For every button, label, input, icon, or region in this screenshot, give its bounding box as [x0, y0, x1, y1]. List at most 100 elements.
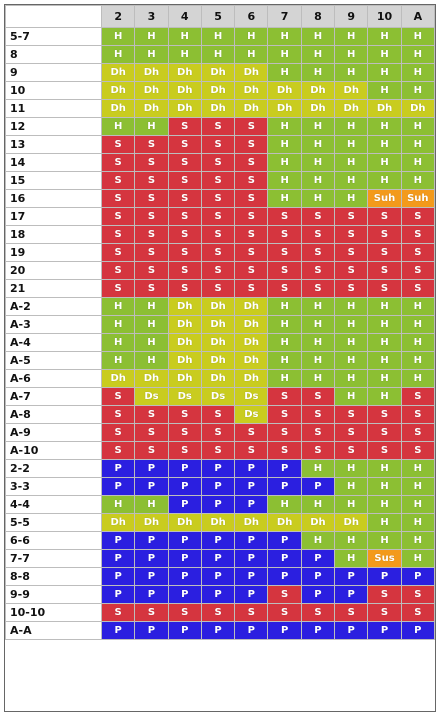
- action-cell: S: [300, 405, 336, 424]
- action-cell: S: [100, 261, 136, 280]
- hand-row: 20 S S S S S S S S S S: [5, 261, 435, 280]
- action-cell: H: [300, 531, 336, 550]
- action-cell: S: [200, 243, 236, 262]
- action-cell: H: [367, 297, 402, 316]
- hand-row: 9-9 P P P P P S P P S S: [5, 585, 435, 604]
- action-cell: S: [367, 261, 402, 280]
- action-cell: S: [134, 171, 169, 190]
- action-cell: H: [300, 189, 336, 208]
- action-cell: H: [267, 171, 302, 190]
- action-cell: Dh: [200, 297, 236, 316]
- player-hand-label: 19: [5, 243, 102, 262]
- player-hand-label: 15: [5, 171, 102, 190]
- action-cell: S: [267, 585, 302, 604]
- action-cell: H: [400, 495, 435, 514]
- action-cell: Dh: [367, 99, 402, 118]
- action-cell: P: [134, 477, 169, 496]
- action-cell: P: [167, 459, 202, 478]
- dealer-header-row: 2 3 4 5 6 7 8 9 10 A: [5, 5, 435, 28]
- action-cell: H: [100, 27, 136, 46]
- action-cell: S: [100, 153, 136, 172]
- action-cell: S: [400, 225, 435, 244]
- hand-row: 8-8 P P P P P P P P P P: [5, 567, 435, 586]
- action-cell: H: [300, 45, 336, 64]
- action-cell: S: [300, 387, 336, 406]
- action-cell: Dh: [200, 81, 236, 100]
- hand-row: A-9 S S S S S S S S S S: [5, 423, 435, 442]
- action-cell: Dh: [200, 63, 236, 82]
- hand-row: 3-3 P P P P P P P H H H: [5, 477, 435, 496]
- action-cell: S: [167, 225, 202, 244]
- action-cell: H: [334, 189, 369, 208]
- action-cell: S: [367, 441, 402, 460]
- action-cell: P: [200, 495, 236, 514]
- action-cell: Dh: [234, 351, 269, 370]
- action-cell: P: [234, 495, 269, 514]
- action-cell: Dh: [167, 81, 202, 100]
- strategy-chart: 2 3 4 5 6 7 8 9 10 A 5-7 H H H H H H H H H H 8 H H H H H…: [4, 4, 436, 712]
- action-cell: P: [234, 567, 269, 586]
- player-hand-label: A-7: [5, 387, 102, 406]
- action-cell: Dh: [134, 369, 169, 388]
- action-cell: S: [167, 171, 202, 190]
- action-cell: P: [167, 531, 202, 550]
- action-cell: Dh: [167, 315, 202, 334]
- dealer-card-header: 7: [267, 5, 302, 28]
- action-cell: P: [200, 531, 236, 550]
- action-cell: S: [100, 207, 136, 226]
- action-cell: P: [200, 477, 236, 496]
- action-cell: S: [200, 117, 236, 136]
- action-cell: H: [367, 531, 402, 550]
- action-cell: Dh: [200, 99, 236, 118]
- action-cell: P: [234, 585, 269, 604]
- action-cell: H: [400, 369, 435, 388]
- action-cell: P: [200, 459, 236, 478]
- action-cell: S: [234, 171, 269, 190]
- action-cell: S: [200, 153, 236, 172]
- action-cell: H: [400, 153, 435, 172]
- action-cell: H: [300, 153, 336, 172]
- player-hand-label: 20: [5, 261, 102, 280]
- action-cell: P: [367, 567, 402, 586]
- action-cell: P: [167, 567, 202, 586]
- action-cell: S: [167, 189, 202, 208]
- action-cell: H: [100, 315, 136, 334]
- action-cell: H: [167, 45, 202, 64]
- action-cell: P: [100, 549, 136, 568]
- action-cell: S: [400, 207, 435, 226]
- action-cell: H: [300, 495, 336, 514]
- action-cell: P: [267, 531, 302, 550]
- dealer-card-header: 4: [167, 5, 202, 28]
- action-cell: S: [134, 261, 169, 280]
- action-cell: S: [300, 243, 336, 262]
- action-cell: Dh: [300, 513, 336, 532]
- action-cell: H: [367, 63, 402, 82]
- player-hand-label: 14: [5, 153, 102, 172]
- action-cell: P: [134, 621, 169, 640]
- action-cell: H: [367, 117, 402, 136]
- action-cell: P: [267, 567, 302, 586]
- action-cell: Suh: [367, 189, 402, 208]
- hand-row: 10-10 S S S S S S S S S S: [5, 603, 435, 622]
- action-cell: Dh: [100, 63, 136, 82]
- player-hand-label: A-9: [5, 423, 102, 442]
- hand-row: 14 S S S S S H H H H H: [5, 153, 435, 172]
- action-cell: H: [400, 513, 435, 532]
- action-cell: H: [267, 135, 302, 154]
- action-cell: H: [300, 333, 336, 352]
- action-cell: H: [367, 369, 402, 388]
- action-cell: Ds: [167, 387, 202, 406]
- action-cell: H: [400, 549, 435, 568]
- action-cell: S: [267, 441, 302, 460]
- action-cell: P: [134, 459, 169, 478]
- action-cell: H: [367, 495, 402, 514]
- action-cell: H: [267, 45, 302, 64]
- action-cell: S: [367, 225, 402, 244]
- action-cell: H: [334, 495, 369, 514]
- action-cell: H: [100, 45, 136, 64]
- player-hand-label: 7-7: [5, 549, 102, 568]
- action-cell: S: [400, 243, 435, 262]
- dealer-card-header: 3: [134, 5, 169, 28]
- action-cell: H: [267, 189, 302, 208]
- action-cell: H: [267, 333, 302, 352]
